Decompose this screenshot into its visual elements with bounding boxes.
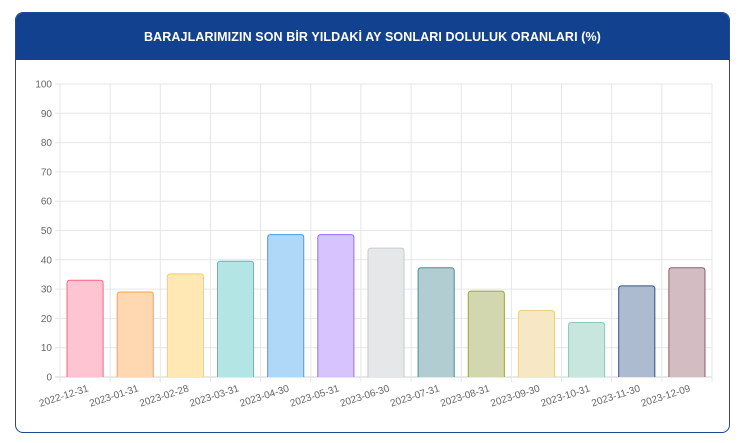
chart-card: BARAJLARIMIZIN SON BİR YILDAKİ AY SONLAR… xyxy=(15,12,730,433)
x-tick-label: 2023-08-31 xyxy=(439,383,491,409)
chart-area: 0 10 20 30 40 50 60 70 80 90 100 2022-12-31 2023-01-… xyxy=(16,61,729,432)
bar-chart: 0 10 20 30 40 50 60 70 80 90 100 2022-12-312023-01-… xyxy=(35,80,713,410)
x-tick-label: 2023-06-30 xyxy=(339,383,391,409)
x-tick-label: 2023-01-31 xyxy=(88,383,140,409)
y-tick-label: 50 xyxy=(41,226,53,237)
y-tick-label: 10 xyxy=(41,343,53,354)
y-tick-label: 70 xyxy=(41,167,53,178)
x-tick-label: 2023-03-31 xyxy=(188,383,240,409)
x-tick-label: 2023-05-31 xyxy=(289,383,341,409)
y-tick-label: 60 xyxy=(41,197,53,208)
bar xyxy=(166,273,204,377)
y-tick-label: 30 xyxy=(41,285,53,296)
bar xyxy=(317,234,355,377)
bar xyxy=(367,247,405,377)
x-tick-label: 2023-09-30 xyxy=(489,383,541,409)
x-tick-label: 2023-11-30 xyxy=(590,383,642,409)
bar xyxy=(116,291,154,377)
bar xyxy=(668,267,706,377)
x-tick-label: 2022-12-31 xyxy=(38,383,90,409)
bar xyxy=(216,260,255,377)
chart-title: BARAJLARIMIZIN SON BİR YILDAKİ AY SONLAR… xyxy=(144,29,601,44)
bar xyxy=(66,279,104,377)
x-tick-label: 2023-02-28 xyxy=(138,383,190,409)
y-tick-label: 80 xyxy=(41,138,53,149)
bar xyxy=(267,234,305,377)
bar xyxy=(618,285,656,377)
x-tick-label: 2023-07-31 xyxy=(389,383,441,409)
x-tick-label: 2023-12-09 xyxy=(640,383,692,409)
y-tick-label: 90 xyxy=(41,109,53,120)
y-tick-label: 20 xyxy=(41,314,53,325)
x-tick-label: 2023-10-31 xyxy=(539,383,591,409)
card-header: BARAJLARIMIZIN SON BİR YILDAKİ AY SONLAR… xyxy=(16,13,729,60)
y-tick-label: 100 xyxy=(35,80,52,91)
bar xyxy=(417,267,455,377)
y-tick-label: 40 xyxy=(41,255,53,266)
y-tick-label: 0 xyxy=(46,373,52,384)
bar xyxy=(517,309,556,377)
bar xyxy=(467,290,505,377)
bar xyxy=(568,322,606,377)
x-tick-label: 2023-04-30 xyxy=(239,383,291,409)
